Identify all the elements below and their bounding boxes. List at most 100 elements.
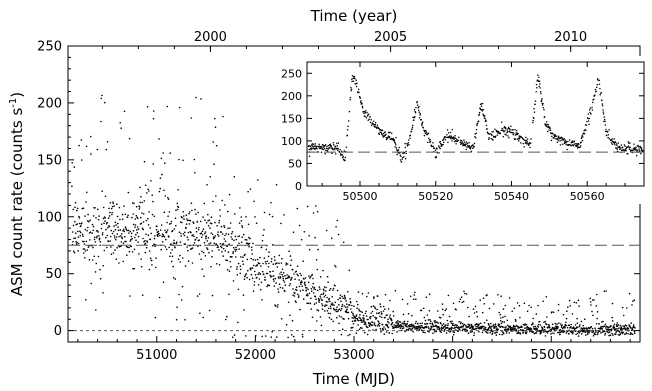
- inset-data-point: [603, 111, 605, 113]
- inset-data-point: [318, 144, 320, 146]
- inset-data-point: [625, 150, 627, 152]
- inset-data-point: [566, 141, 568, 143]
- main-data-point: [598, 323, 600, 325]
- main-data-point: [175, 278, 177, 280]
- main-data-point: [288, 302, 290, 304]
- main-data-point: [89, 239, 91, 241]
- inset-data-point: [421, 119, 423, 121]
- inset-data-point: [507, 135, 509, 137]
- main-data-point: [266, 249, 268, 251]
- inset-data-point: [428, 133, 430, 135]
- main-data-point: [594, 327, 596, 329]
- main-data-point: [533, 331, 535, 333]
- main-data-point: [117, 216, 119, 218]
- main-data-point: [507, 325, 509, 327]
- main-data-point: [441, 326, 443, 328]
- main-data-point: [597, 333, 599, 335]
- main-data-point: [187, 239, 189, 241]
- main-data-point: [216, 243, 218, 245]
- inset-data-point: [463, 139, 465, 141]
- main-data-point: [94, 255, 96, 257]
- main-data-point: [570, 324, 572, 326]
- main-data-point: [492, 333, 494, 335]
- main-data-point: [476, 311, 478, 313]
- main-data-point: [97, 149, 99, 151]
- main-data-point: [352, 314, 354, 316]
- main-data-point: [361, 327, 363, 329]
- inset-data-point: [508, 137, 510, 139]
- inset-data-point: [529, 147, 531, 149]
- main-data-point: [225, 240, 227, 242]
- main-data-point: [515, 319, 517, 321]
- main-data-point: [307, 293, 309, 295]
- main-data-point: [388, 327, 390, 329]
- main-data-point: [109, 212, 111, 214]
- main-data-point: [87, 249, 89, 251]
- main-data-point: [345, 306, 347, 308]
- inset-data-point: [539, 87, 541, 89]
- inset-data-point: [448, 132, 450, 134]
- main-data-point: [501, 323, 503, 325]
- main-data-point: [478, 323, 480, 325]
- main-data-point: [281, 258, 283, 260]
- inset-x-tick-label: 50540: [494, 190, 529, 203]
- main-data-point: [81, 159, 83, 161]
- inset-data-point: [453, 139, 455, 141]
- inset-data-point: [527, 141, 529, 143]
- main-data-point: [307, 206, 309, 208]
- main-data-point: [317, 249, 319, 251]
- main-data-point: [175, 225, 177, 227]
- main-data-point: [162, 234, 164, 236]
- main-data-point: [579, 324, 581, 326]
- main-data-point: [279, 283, 281, 285]
- main-data-point: [161, 224, 163, 226]
- inset-data-point: [634, 147, 636, 149]
- main-data-point: [336, 306, 338, 308]
- main-data-point: [102, 265, 104, 267]
- inset-data-point: [455, 137, 457, 139]
- inset-data-point: [589, 112, 591, 114]
- main-data-point: [440, 323, 442, 325]
- main-data-point: [289, 315, 291, 317]
- main-data-point: [312, 283, 314, 285]
- inset-data-point: [533, 117, 535, 119]
- main-data-point: [280, 223, 282, 225]
- main-data-point: [336, 309, 338, 311]
- inset-data-point: [438, 145, 440, 147]
- main-data-point: [495, 324, 497, 326]
- main-data-point: [130, 239, 132, 241]
- main-data-point: [170, 223, 172, 225]
- main-data-point: [321, 303, 323, 305]
- main-data-point: [341, 306, 343, 308]
- main-data-point: [593, 335, 595, 337]
- main-data-point: [605, 290, 607, 292]
- main-data-point: [193, 236, 195, 238]
- main-data-point: [567, 327, 569, 329]
- top-axis-label: Time (year): [310, 7, 398, 25]
- inset-data-point: [379, 134, 381, 136]
- inset-data-point: [415, 112, 417, 114]
- main-data-point: [515, 326, 517, 328]
- main-data-point: [311, 274, 313, 276]
- main-data-point: [234, 213, 236, 215]
- main-data-point: [423, 308, 425, 310]
- main-data-point: [324, 286, 326, 288]
- inset-data-point: [582, 140, 584, 142]
- main-data-point: [177, 203, 179, 205]
- y-axis-label-exponent: -1: [8, 98, 19, 108]
- main-data-point: [104, 250, 106, 252]
- main-data-point: [498, 312, 500, 314]
- inset-data-point: [331, 145, 333, 147]
- main-data-point: [221, 200, 223, 202]
- inset-x-tick-label: 50520: [418, 190, 453, 203]
- inset-data-point: [590, 107, 592, 109]
- main-data-point: [483, 298, 485, 300]
- inset-data-point: [614, 144, 616, 146]
- main-data-point: [421, 325, 423, 327]
- main-data-point: [628, 328, 630, 330]
- main-data-point: [148, 190, 150, 192]
- main-data-point: [183, 233, 185, 235]
- main-data-point: [376, 312, 378, 314]
- main-data-point: [92, 224, 94, 226]
- inset-y-tick-label: 50: [288, 157, 302, 170]
